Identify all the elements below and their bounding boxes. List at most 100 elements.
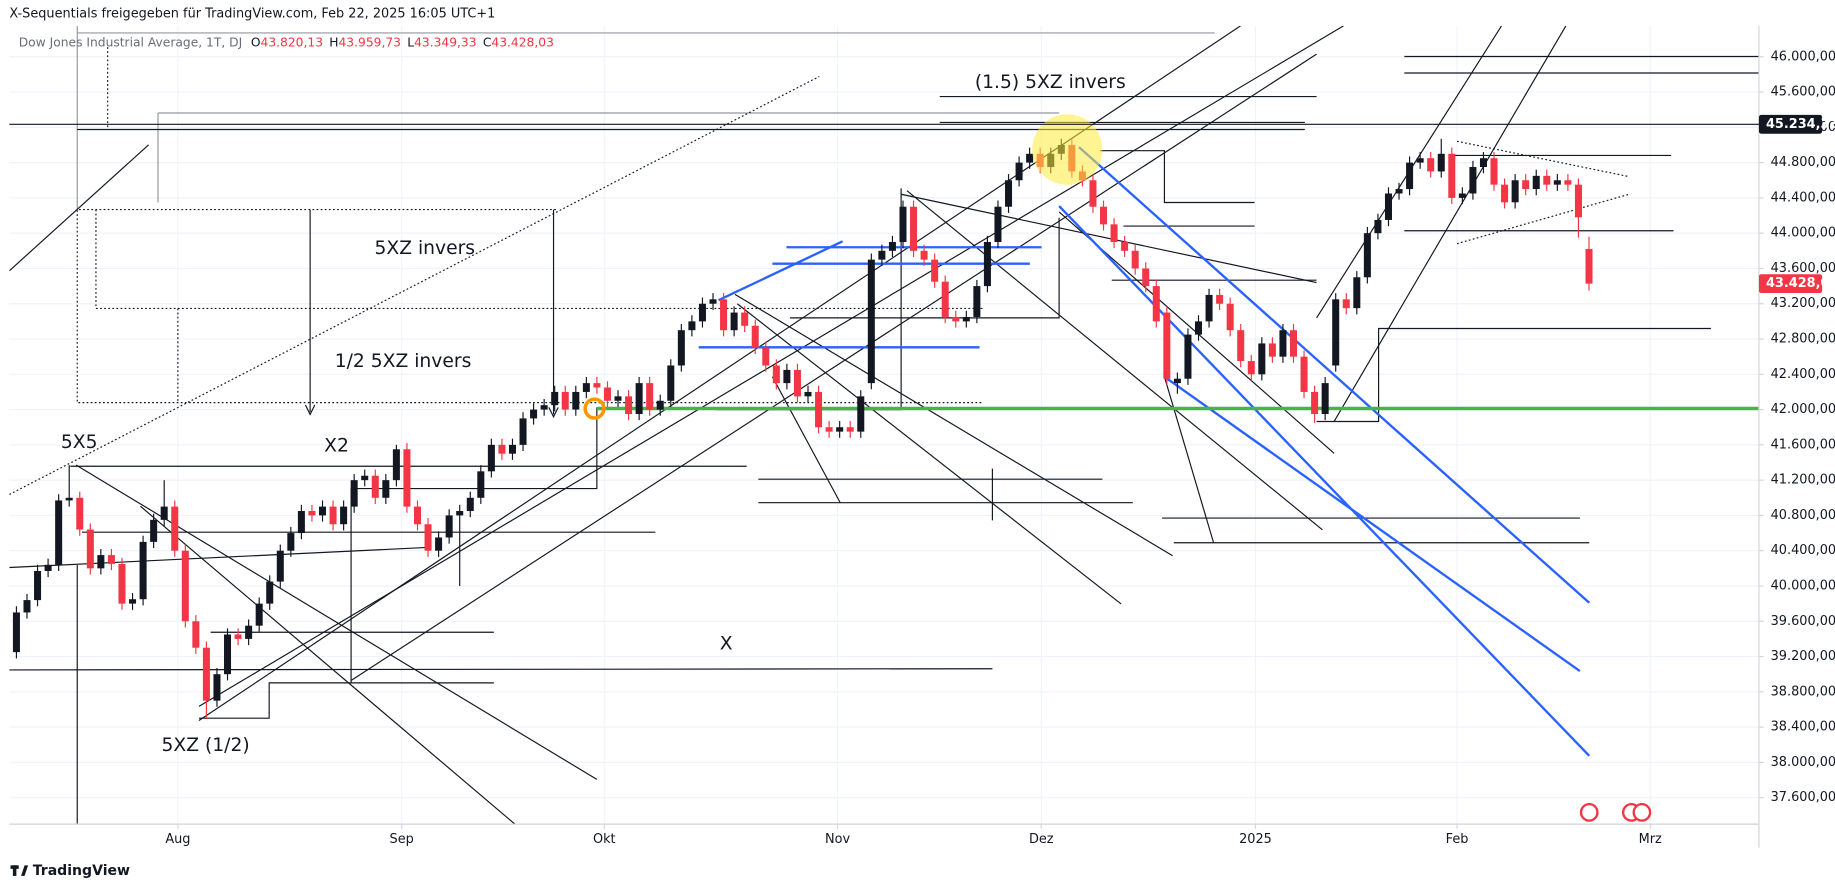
drawing-channel — [1078, 146, 1591, 604]
candle-body — [910, 206, 918, 251]
candle-body — [846, 427, 854, 432]
x-tick-label: Okt — [593, 832, 616, 847]
candle-body — [477, 471, 485, 498]
candle-body — [783, 369, 791, 384]
candle-body — [1142, 268, 1150, 287]
candle-body — [1131, 250, 1139, 269]
candle-body — [1585, 249, 1593, 284]
candle-body — [1553, 180, 1561, 185]
x-tick-label: Nov — [825, 832, 850, 847]
candle-body — [1342, 299, 1350, 309]
candle-body — [793, 369, 801, 397]
drawing-channel — [1163, 375, 1581, 673]
candle-body — [941, 281, 949, 317]
candle-body — [1268, 343, 1276, 357]
ohlc-key: H — [329, 35, 338, 49]
candle-body — [86, 529, 94, 569]
symbol: Dow Jones Industrial Average, 1T, DJ — [19, 35, 243, 49]
candle-body — [445, 515, 453, 538]
candle-body — [1437, 153, 1445, 172]
candle-body — [202, 647, 210, 701]
candle-body — [181, 550, 189, 622]
candle-body — [160, 506, 168, 520]
candle-body — [1163, 312, 1171, 379]
candle-body — [762, 347, 770, 366]
candle-body — [118, 563, 126, 604]
candle-body — [1448, 153, 1456, 198]
candle-body — [709, 299, 717, 304]
candle-body — [34, 570, 42, 601]
drawing-line — [1163, 376, 1215, 543]
candle-body — [255, 603, 263, 626]
candle-body — [350, 480, 358, 507]
candle-body — [329, 506, 337, 525]
candle-body — [741, 312, 749, 326]
y-tick-label: 39.200,00 — [1771, 649, 1835, 664]
candle-body — [772, 365, 780, 384]
candle-body — [1258, 343, 1266, 375]
candle-body — [1152, 286, 1160, 322]
ohlc-key: O — [251, 35, 261, 49]
drawing-arrow — [548, 407, 559, 419]
candle-body — [899, 206, 907, 242]
candle-body — [150, 519, 158, 542]
candle-body — [646, 383, 654, 410]
candle-body — [1427, 158, 1435, 172]
candle-body — [1374, 219, 1382, 234]
candle-body — [1479, 158, 1487, 168]
y-tick-label: 41.600,00 — [1771, 437, 1835, 452]
y-tick-label: 43.200,00 — [1771, 296, 1835, 311]
candle-body — [1173, 378, 1181, 384]
drawing-arrow — [304, 404, 316, 416]
candle-body — [76, 497, 84, 530]
candle-body — [519, 418, 527, 445]
candle-body — [836, 427, 844, 432]
candle-body — [139, 541, 147, 600]
candle-body — [435, 537, 443, 551]
candle-body — [466, 497, 474, 512]
x-tick-label: Aug — [165, 832, 190, 847]
candle-body — [635, 383, 643, 414]
candle-body — [171, 506, 179, 551]
candles — [12, 138, 1593, 719]
candle-body — [1564, 180, 1572, 185]
candle-body — [1089, 180, 1097, 207]
candle-body — [97, 555, 105, 569]
candle-body — [804, 391, 812, 397]
candle-body — [55, 500, 63, 565]
candle-body — [1005, 180, 1013, 207]
annotation: 5XZ invers — [374, 238, 475, 259]
y-tick-label: 38.800,00 — [1771, 684, 1835, 699]
drawing-line — [9, 668, 993, 671]
candle-body — [192, 621, 200, 648]
candle-body — [65, 497, 73, 501]
candle-body — [1543, 175, 1551, 185]
x-tick-label: Mrz — [1639, 832, 1662, 847]
candle-body — [888, 241, 896, 251]
candle-body — [730, 312, 738, 331]
candle-body — [276, 550, 284, 582]
logo: TradingView — [10, 863, 130, 879]
drawing-line — [140, 505, 516, 825]
logo-mark — [21, 865, 29, 876]
candle-body — [1311, 391, 1319, 414]
candle-body — [1363, 233, 1371, 278]
ohlc-value: 43.959,73 — [339, 35, 401, 49]
candle-body — [1289, 330, 1298, 357]
candle-body — [487, 444, 495, 472]
candle-body — [1511, 180, 1519, 203]
candle-body — [952, 316, 960, 322]
drawing-box — [76, 208, 984, 404]
drawing-line — [198, 682, 494, 719]
y-tick-label: 38.000,00 — [1771, 755, 1835, 770]
candle-body — [1216, 294, 1224, 304]
candle-body — [1532, 175, 1540, 190]
share-line: X-Sequentials freigegeben für TradingVie… — [9, 7, 495, 22]
event-flag — [1632, 802, 1652, 822]
candle-body — [688, 321, 696, 331]
last-price-label: 43.428,03 — [1766, 276, 1835, 291]
candle-body — [44, 564, 52, 571]
y-tick-label: 43.600,00 — [1771, 261, 1835, 276]
triangle-line — [1456, 193, 1630, 245]
